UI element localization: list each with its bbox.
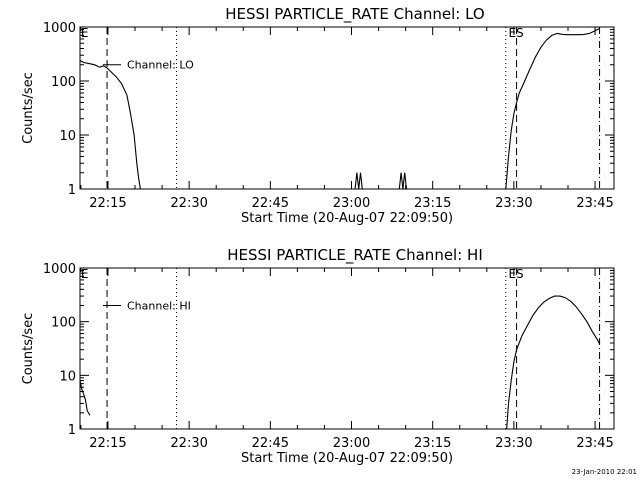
x-tick-label: 23:45	[576, 436, 613, 451]
series-line	[398, 172, 408, 189]
series-line	[80, 60, 141, 189]
x-axis-label: Start Time (20-Aug-07 22:09:50)	[241, 211, 453, 226]
x-tick-label: 22:15	[89, 196, 126, 211]
series-line	[505, 28, 600, 189]
series-line	[354, 172, 363, 189]
chart-title: HESSI PARTICLE_RATE Channel: HI	[227, 246, 483, 265]
y-axis-label: Counts/sec	[21, 72, 36, 144]
y-axis-label: Counts/sec	[21, 313, 36, 385]
legend-label: Channel: HI	[127, 300, 191, 313]
plot-frame	[79, 26, 615, 190]
event-label: ES	[508, 267, 523, 281]
event-label: ES	[508, 26, 523, 40]
y-tick-label: 100	[51, 75, 76, 90]
hi-channel-panel: HESSI PARTICLE_RATE Channel: HI 1 10 100 100…	[21, 246, 615, 466]
x-tick-label: 22:30	[170, 196, 207, 211]
x-tick-label: 23:15	[414, 196, 451, 211]
x-tick-label: 23:15	[414, 436, 451, 451]
lo-channel-panel: HESSI PARTICLE_RATE Channel: LO 1 10 100 100…	[21, 5, 615, 226]
plot-frame	[79, 267, 615, 430]
x-tick-label: 22:45	[252, 196, 289, 211]
x-tick-label: 22:15	[89, 436, 126, 451]
x-tick-label: 23:45	[576, 196, 613, 211]
y-tick-label: 1000	[43, 21, 76, 36]
footer-timestamp: 23-Jan-2010 22:01	[571, 468, 637, 476]
event-label: E	[81, 267, 89, 281]
series-line	[506, 295, 601, 429]
y-tick-label: 1	[68, 423, 76, 438]
chart-title: HESSI PARTICLE_RATE Channel: LO	[225, 5, 484, 24]
y-tick-label: 10	[59, 369, 76, 384]
legend-label: Channel: LO	[127, 59, 194, 72]
series-line	[80, 380, 91, 416]
y-tick-label: 10	[59, 129, 76, 144]
y-tick-label: 1000	[43, 262, 76, 277]
y-tick-label: 1	[68, 183, 76, 198]
x-tick-label: 23:30	[495, 436, 532, 451]
x-tick-label: 23:00	[333, 436, 370, 451]
event-label: E	[81, 26, 89, 40]
x-tick-label: 23:00	[333, 196, 370, 211]
y-tick-label: 100	[51, 316, 76, 331]
x-tick-label: 23:30	[495, 196, 532, 211]
x-tick-label: 22:45	[252, 436, 289, 451]
x-tick-label: 22:30	[170, 436, 207, 451]
x-axis-label: Start Time (20-Aug-07 22:09:50)	[241, 451, 453, 466]
